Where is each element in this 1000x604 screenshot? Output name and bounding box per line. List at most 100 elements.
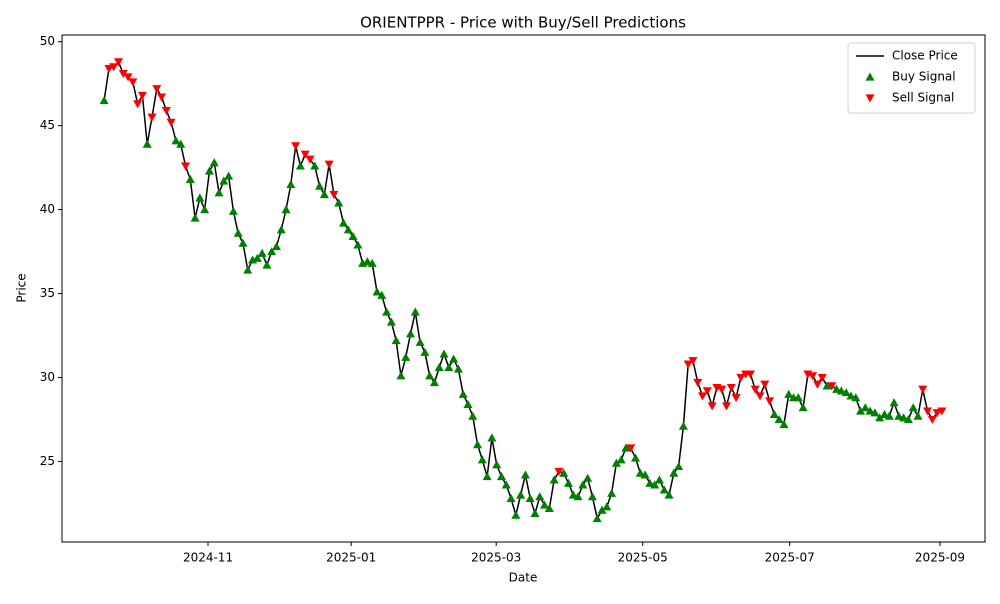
- signal-marker: [717, 385, 727, 394]
- y-tick-label: 25: [40, 454, 55, 468]
- signal-marker: [219, 176, 229, 185]
- legend-label: Close Price: [892, 49, 958, 63]
- signal-marker: [750, 385, 760, 394]
- signal-marker: [348, 231, 358, 241]
- signal-marker: [224, 171, 234, 180]
- signal-marker: [391, 336, 401, 345]
- signal-marker: [324, 160, 334, 169]
- signal-marker: [133, 100, 143, 109]
- signal-marker: [382, 307, 392, 316]
- signal-marker: [568, 490, 578, 499]
- signal-marker: [463, 399, 473, 408]
- x-tick-label: 2024-11: [183, 551, 233, 565]
- signal-marker: [664, 490, 674, 499]
- x-tick-label: 2025-07: [765, 551, 815, 565]
- signal-marker: [626, 444, 636, 453]
- x-tick-label: 2025-09: [915, 551, 965, 565]
- signal-marker: [128, 78, 138, 87]
- signal-marker: [932, 409, 942, 418]
- signal-marker: [530, 508, 540, 518]
- signal-marker: [856, 406, 866, 415]
- signal-marker: [721, 402, 731, 411]
- signal-marker: [276, 225, 286, 234]
- signal-marker: [142, 139, 152, 148]
- signal-marker: [879, 409, 889, 419]
- signal-marker: [171, 136, 181, 145]
- chart-title: ORIENTPPR - Price with Buy/Sell Predicti…: [360, 14, 686, 32]
- signal-marker: [913, 411, 923, 420]
- signal-marker: [841, 388, 851, 397]
- signal-marker: [683, 360, 693, 369]
- signal-marker: [147, 113, 157, 122]
- signal-marker: [334, 198, 344, 207]
- signal-marker: [860, 403, 870, 412]
- signal-marker: [458, 389, 468, 398]
- signal-marker: [836, 386, 846, 395]
- signal-marker: [415, 337, 425, 346]
- signal-marker: [525, 493, 535, 502]
- signal-marker: [243, 265, 253, 274]
- y-tick-label: 50: [40, 34, 55, 48]
- signal-marker: [698, 392, 708, 401]
- signal-marker: [875, 413, 885, 422]
- signal-marker: [286, 179, 296, 189]
- signal-marker: [473, 440, 483, 449]
- signal-marker: [544, 503, 554, 513]
- signal-marker: [118, 70, 128, 79]
- signal-marker: [760, 380, 770, 389]
- signal-marker: [367, 258, 377, 267]
- signal-marker: [319, 189, 329, 199]
- signal-marker: [209, 158, 219, 167]
- signal-marker: [559, 468, 569, 477]
- signal-marker: [271, 242, 281, 251]
- signal-marker: [477, 455, 487, 464]
- signal-marker: [745, 370, 755, 379]
- signal-marker: [238, 238, 248, 247]
- signal-marker: [185, 174, 195, 183]
- signal-marker: [779, 419, 789, 429]
- signal-marker: [157, 93, 167, 102]
- signal-marker: [233, 228, 243, 237]
- signal-marker: [406, 329, 416, 338]
- legend-box: [847, 42, 976, 114]
- x-tick-label: 2025-03: [471, 551, 521, 565]
- signal-marker: [817, 373, 827, 382]
- plot-frame: [61, 34, 986, 543]
- signal-marker: [228, 206, 238, 215]
- x-tick-label: 2025-01: [326, 551, 376, 565]
- signal-marker: [674, 461, 684, 471]
- signal-marker: [908, 403, 918, 412]
- signal-marker: [267, 247, 277, 256]
- signal-marker: [329, 190, 339, 199]
- signal-marker: [204, 166, 214, 175]
- signal-marker: [353, 240, 363, 249]
- signal-marker: [166, 118, 176, 127]
- signal-marker: [827, 382, 837, 391]
- signal-marker: [482, 472, 492, 481]
- signal-marker: [755, 392, 765, 401]
- signal-marker: [434, 362, 444, 372]
- signal-marker: [487, 433, 497, 442]
- signal-marker: [281, 205, 291, 214]
- signal-marker: [899, 413, 909, 422]
- signal-marker: [262, 260, 272, 269]
- signal-marker: [439, 349, 449, 358]
- signal-marker: [645, 478, 655, 487]
- signal-marker: [798, 403, 808, 412]
- y-tick-label: 30: [40, 370, 55, 384]
- signal-marker: [808, 372, 818, 381]
- signal-marker: [176, 139, 186, 148]
- signal-marker: [736, 373, 746, 382]
- signal-marker: [602, 502, 612, 511]
- signal-marker: [607, 488, 617, 497]
- signal-marker: [501, 480, 511, 489]
- signal-marker: [865, 406, 875, 415]
- signal-marker: [420, 347, 430, 356]
- signal-marker: [554, 467, 564, 476]
- signal-marker: [195, 193, 205, 202]
- signal-marker: [396, 371, 406, 380]
- y-tick-label: 40: [40, 202, 55, 216]
- signal-marker: [726, 383, 736, 393]
